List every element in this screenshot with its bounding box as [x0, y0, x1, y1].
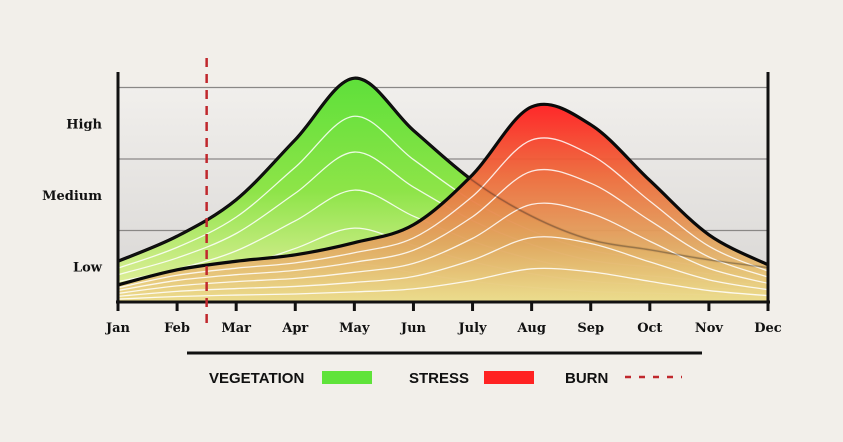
x-tick-label: Feb — [164, 321, 190, 336]
legend-label: VEGETATION — [209, 370, 304, 387]
legend-label: BURN — [565, 370, 608, 387]
x-tick-label: Dec — [754, 321, 782, 336]
legend-item-vegetation: VEGETATION — [209, 370, 372, 387]
legend-swatch — [322, 371, 372, 384]
x-tick-label: May — [339, 321, 370, 336]
legend-item-burn: BURN — [565, 370, 682, 387]
contour-line — [117, 168, 769, 292]
contour-line — [117, 267, 769, 300]
contour-line — [117, 202, 769, 295]
vegetation-outline-hidden — [117, 77, 769, 269]
x-tick-label: July — [457, 321, 487, 336]
x-tick-label: Apr — [281, 321, 308, 336]
x-tick-label: Sep — [577, 321, 604, 336]
outline-stress — [117, 102, 769, 287]
contour-line — [117, 236, 769, 297]
x-tick-label: Aug — [516, 321, 546, 336]
legend-swatch — [484, 371, 534, 384]
contour-line — [117, 137, 769, 289]
x-tick-label: Oct — [637, 321, 662, 336]
y-level-label: Low — [73, 260, 103, 275]
x-tick-label: Nov — [695, 321, 724, 336]
legend-label: STRESS — [409, 370, 469, 387]
x-tick-label: Jan — [105, 321, 131, 336]
x-tick-label: Jun — [400, 321, 427, 336]
series-stress — [117, 102, 769, 302]
y-level-label: High — [66, 117, 102, 132]
legend-item-stress: STRESS — [409, 370, 534, 387]
x-tick-label: Mar — [221, 321, 251, 336]
y-level-label: Medium — [42, 189, 102, 204]
